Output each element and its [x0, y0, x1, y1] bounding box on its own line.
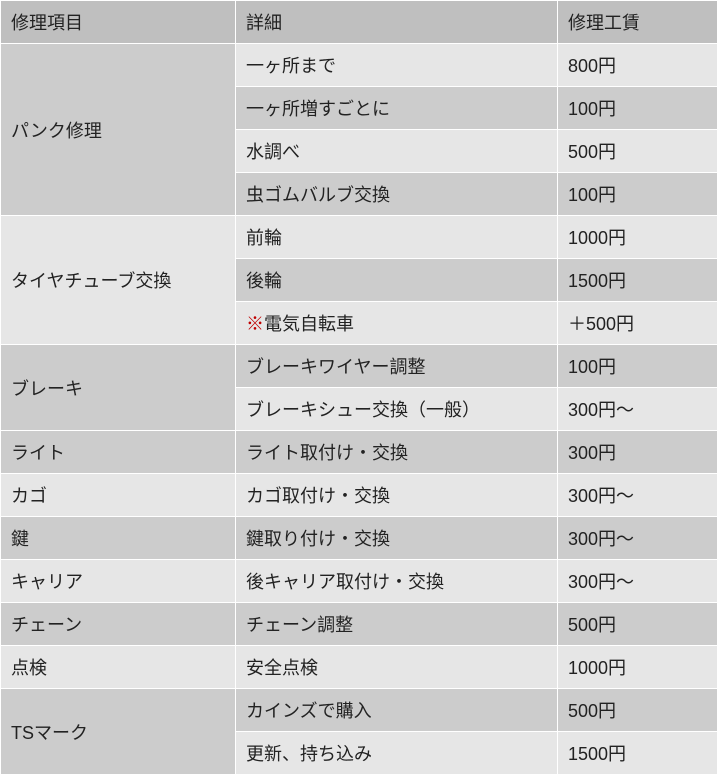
- table-row: カゴカゴ取付け・交換300円～: [1, 474, 717, 517]
- item-cell: タイヤチューブ交換: [1, 216, 236, 345]
- price-cell: 800円: [558, 44, 717, 87]
- item-cell: カゴ: [1, 474, 236, 517]
- col-header-price: 修理工賃: [558, 1, 717, 44]
- item-cell: ブレーキ: [1, 345, 236, 431]
- table-row: ライトライト取付け・交換300円: [1, 431, 717, 474]
- price-cell: 300円～: [558, 560, 717, 603]
- table-row: TSマークカインズで購入500円: [1, 689, 717, 732]
- table-row: キャリア後キャリア取付け・交換300円～: [1, 560, 717, 603]
- item-cell: キャリア: [1, 560, 236, 603]
- price-cell: 500円: [558, 689, 717, 732]
- price-cell: 1500円: [558, 259, 717, 302]
- detail-cell: ブレーキシュー交換（一般）: [236, 388, 558, 431]
- note-mark: ※: [246, 314, 264, 334]
- col-header-item: 修理項目: [1, 1, 236, 44]
- detail-text: 電気自転車: [264, 314, 354, 334]
- price-cell: 100円: [558, 173, 717, 216]
- item-cell: チェーン: [1, 603, 236, 646]
- item-cell: ライト: [1, 431, 236, 474]
- detail-cell: ※電気自転車: [236, 302, 558, 345]
- detail-cell: 後輪: [236, 259, 558, 302]
- detail-cell: 安全点検: [236, 646, 558, 689]
- price-cell: 100円: [558, 345, 717, 388]
- price-cell: 500円: [558, 603, 717, 646]
- price-cell: 300円～: [558, 388, 717, 431]
- table-row: 点検安全点検1000円: [1, 646, 717, 689]
- table-row: パンク修理一ヶ所まで800円: [1, 44, 717, 87]
- price-cell: 300円: [558, 431, 717, 474]
- detail-cell: 虫ゴムバルブ交換: [236, 173, 558, 216]
- price-cell: 500円: [558, 130, 717, 173]
- detail-cell: カインズで購入: [236, 689, 558, 732]
- detail-cell: 後キャリア取付け・交換: [236, 560, 558, 603]
- price-cell: 1000円: [558, 216, 717, 259]
- detail-cell: 前輪: [236, 216, 558, 259]
- table-body: パンク修理一ヶ所まで800円一ヶ所増すごとに100円水調べ500円虫ゴムバルブ交…: [1, 44, 717, 775]
- table-row: チェーンチェーン調整500円: [1, 603, 717, 646]
- detail-cell: ブレーキワイヤー調整: [236, 345, 558, 388]
- price-cell: 100円: [558, 87, 717, 130]
- repair-price-table: 修理項目 詳細 修理工賃 パンク修理一ヶ所まで800円一ヶ所増すごとに100円水…: [0, 0, 717, 775]
- item-cell: 点検: [1, 646, 236, 689]
- detail-cell: 鍵取り付け・交換: [236, 517, 558, 560]
- table-row: タイヤチューブ交換前輪1000円: [1, 216, 717, 259]
- price-cell: 300円～: [558, 517, 717, 560]
- price-cell: 300円～: [558, 474, 717, 517]
- detail-cell: 一ヶ所増すごとに: [236, 87, 558, 130]
- detail-cell: チェーン調整: [236, 603, 558, 646]
- item-cell: TSマーク: [1, 689, 236, 775]
- col-header-detail: 詳細: [236, 1, 558, 44]
- table-header-row: 修理項目 詳細 修理工賃: [1, 1, 717, 44]
- item-cell: パンク修理: [1, 44, 236, 216]
- detail-cell: カゴ取付け・交換: [236, 474, 558, 517]
- detail-cell: 水調べ: [236, 130, 558, 173]
- table-row: ブレーキブレーキワイヤー調整100円: [1, 345, 717, 388]
- table-row: 鍵鍵取り付け・交換300円～: [1, 517, 717, 560]
- detail-cell: ライト取付け・交換: [236, 431, 558, 474]
- price-cell: 1500円: [558, 732, 717, 775]
- price-cell: ＋500円: [558, 302, 717, 345]
- price-cell: 1000円: [558, 646, 717, 689]
- item-cell: 鍵: [1, 517, 236, 560]
- detail-cell: 更新、持ち込み: [236, 732, 558, 775]
- detail-cell: 一ヶ所まで: [236, 44, 558, 87]
